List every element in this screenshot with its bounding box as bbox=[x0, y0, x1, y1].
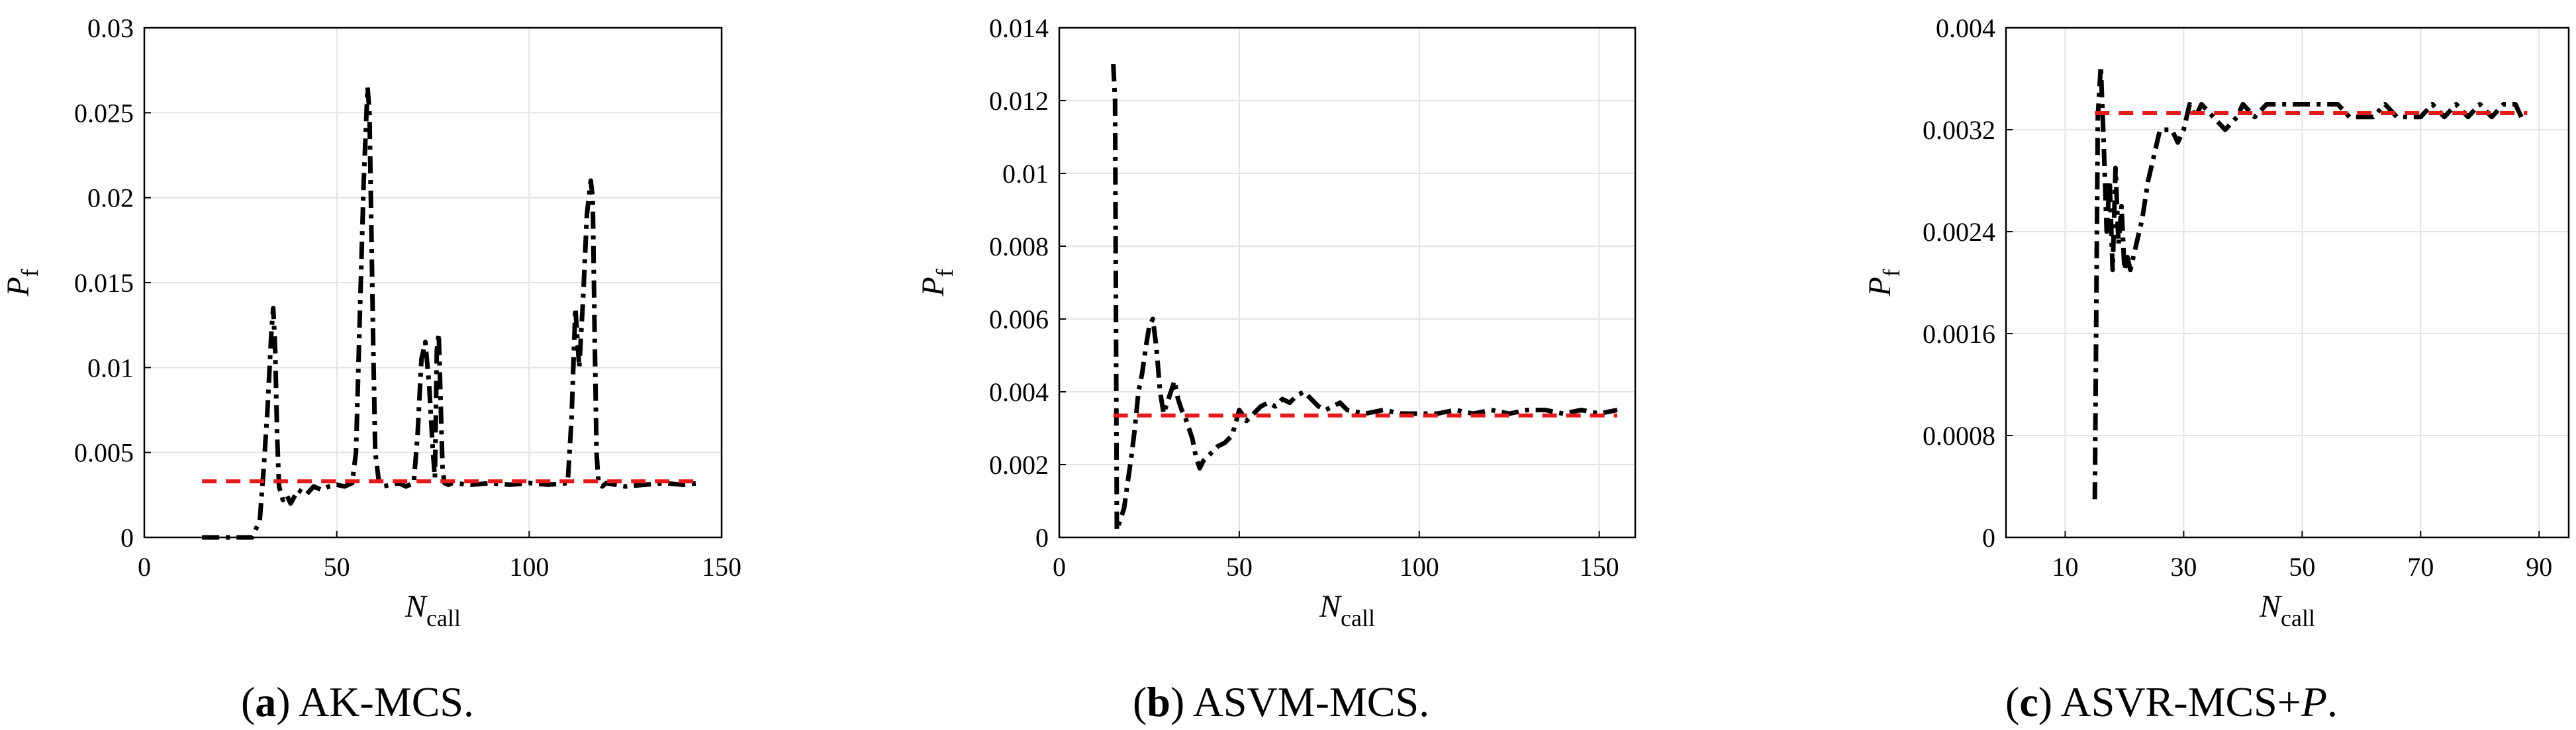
x-axis-label-main: N bbox=[2259, 589, 2283, 624]
y-tick-label: 0.025 bbox=[74, 98, 134, 128]
caption-paren-open: ( bbox=[1133, 678, 1147, 725]
y-tick-label: 0.01 bbox=[87, 353, 134, 383]
y-tick-label: 0.02 bbox=[87, 183, 134, 213]
caption-paren-close: ) bbox=[1170, 678, 1193, 725]
series-line-estimate bbox=[202, 85, 699, 540]
y-axis-label: Pf bbox=[916, 269, 958, 297]
x-tick-label: 100 bbox=[1400, 552, 1439, 582]
y-tick-label: 0 bbox=[1982, 523, 1995, 553]
caption-paren-open: ( bbox=[2005, 678, 2019, 725]
y-axis-label-sub: f bbox=[931, 269, 958, 277]
y-axis-label: Pf bbox=[1862, 269, 1905, 297]
panel-caption: (b) ASVM-MCS. bbox=[1133, 678, 1429, 725]
y-tick-label: 0.0032 bbox=[1923, 115, 1995, 145]
x-tick-label: 50 bbox=[1226, 552, 1253, 582]
y-tick-label: 0 bbox=[120, 523, 134, 553]
y-tick-label: 0.015 bbox=[74, 268, 134, 298]
y-tick-label: 0.01 bbox=[1002, 159, 1049, 189]
y-axis-label: Pf bbox=[1, 269, 43, 297]
caption-paren-open: ( bbox=[241, 678, 255, 725]
y-axis-label-main: P bbox=[916, 277, 951, 297]
axes-box bbox=[1058, 26, 1637, 539]
caption-text: ASVR-MCS+ bbox=[2061, 678, 2301, 725]
x-tick-label: 50 bbox=[2289, 552, 2315, 582]
x-axis-label-sub: call bbox=[2281, 605, 2315, 631]
y-tick-label: 0.012 bbox=[989, 86, 1049, 116]
panel-caption: (a) AK-MCS. bbox=[241, 678, 474, 725]
chart-panel-a: 0 50 100 150 0 0.005 0.01 0.015 0.02 0.025 0.03 Nca… bbox=[1, 13, 741, 725]
caption-text: ASVM-MCS. bbox=[1193, 678, 1429, 725]
x-axis-label: Ncall bbox=[405, 589, 461, 631]
series-line-estimate bbox=[1111, 64, 1618, 533]
y-axis-label-main: P bbox=[1, 277, 36, 297]
y-tick-label: 0.03 bbox=[87, 13, 134, 43]
y-axis-label-sub: f bbox=[17, 269, 43, 277]
x-tick-label: 100 bbox=[509, 552, 549, 582]
x-axis-label-main: N bbox=[1319, 589, 1343, 624]
x-tick-label: 0 bbox=[138, 552, 151, 582]
chart-panel-b: 0 50 100 150 0 0.002 0.004 0.006 0.008 0.01 0.012 0… bbox=[916, 13, 1637, 725]
x-tick-label: 0 bbox=[1053, 552, 1066, 582]
x-axis-label: Ncall bbox=[1319, 589, 1375, 631]
caption-end: . bbox=[2327, 678, 2338, 725]
y-tick-label: 0.014 bbox=[989, 13, 1049, 43]
caption-letter: c bbox=[2019, 678, 2038, 725]
x-tick-label: 10 bbox=[2052, 552, 2078, 582]
x-tick-label: 150 bbox=[702, 552, 741, 582]
x-axis-label-sub: call bbox=[1341, 605, 1375, 631]
x-tick-label: 30 bbox=[2170, 552, 2197, 582]
caption-letter: a bbox=[255, 678, 276, 725]
y-tick-label: 0.0024 bbox=[1923, 217, 1995, 247]
x-tick-label: 70 bbox=[2407, 552, 2434, 582]
caption-paren-close: ) bbox=[276, 678, 299, 725]
y-tick-label: 0.0008 bbox=[1923, 421, 1995, 451]
y-tick-label: 0.005 bbox=[74, 438, 134, 468]
y-tick-label: 0.0016 bbox=[1923, 319, 1995, 349]
caption-italic: P bbox=[2301, 678, 2327, 725]
y-tick-label: 0.004 bbox=[989, 377, 1049, 407]
y-tick-label: 0.008 bbox=[989, 232, 1049, 261]
caption-letter: b bbox=[1147, 678, 1170, 725]
caption-paren-close: ) bbox=[2038, 678, 2061, 725]
x-tick-label: 150 bbox=[1580, 552, 1619, 582]
axes-box bbox=[2005, 26, 2570, 539]
x-axis-label-main: N bbox=[405, 589, 428, 624]
y-tick-label: 0.006 bbox=[989, 304, 1049, 334]
x-axis-label: Ncall bbox=[2259, 589, 2315, 631]
y-axis-label-main: P bbox=[1862, 277, 1897, 297]
series-line-estimate bbox=[2092, 64, 2524, 500]
x-axis-label-sub: call bbox=[426, 605, 461, 631]
y-tick-label: 0.004 bbox=[1936, 13, 1995, 43]
y-axis-label-sub: f bbox=[1878, 269, 1905, 277]
x-tick-label: 50 bbox=[324, 552, 350, 582]
x-tick-label: 90 bbox=[2526, 552, 2552, 582]
panel-caption: (c) ASVR-MCS+P. bbox=[2005, 678, 2338, 725]
chart-panel-c: 10 30 50 70 90 0 0.0008 0.0016 0.0024 0.0032 0.004… bbox=[1862, 13, 2570, 725]
y-tick-label: 0.002 bbox=[989, 450, 1049, 480]
y-tick-label: 0 bbox=[1035, 523, 1049, 553]
caption-text: AK-MCS. bbox=[299, 678, 474, 725]
